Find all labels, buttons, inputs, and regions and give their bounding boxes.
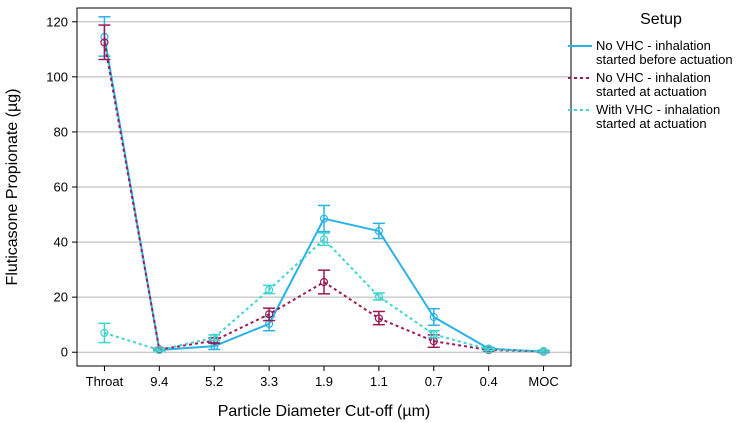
data-point <box>100 328 109 338</box>
y-tick-label: 0 <box>61 345 68 360</box>
series-2 <box>98 24 550 356</box>
x-tick-label: Throat <box>86 374 124 389</box>
data-point <box>429 312 438 322</box>
x-tick-label: 9.4 <box>150 374 168 389</box>
data-point <box>484 345 493 354</box>
data-point <box>210 333 219 342</box>
x-axis-label: Particle Diameter Cut-off (µm) <box>218 403 431 420</box>
series-line <box>103 36 544 353</box>
y-tick-label: 80 <box>54 124 68 139</box>
data-point <box>429 330 438 339</box>
data-point <box>265 310 274 319</box>
x-tick-label: 5.2 <box>205 374 223 389</box>
data-point <box>265 285 274 294</box>
legend-label: No VHC - inhalation <box>596 70 711 85</box>
data-point <box>539 347 548 356</box>
x-tick-label: 0.7 <box>425 374 443 389</box>
x-tick-label: 1.1 <box>370 374 388 389</box>
x-tick-label: MOC <box>528 374 558 389</box>
series-layer <box>98 16 550 356</box>
data-point <box>100 38 109 47</box>
legend-title: Setup <box>640 11 682 28</box>
x-tick-label: 1.9 <box>315 374 333 389</box>
y-tick-label: 120 <box>46 14 68 29</box>
x-axis-ticks: Throat 9.4 5.2 3.3 1.9 1.1 0.7 0.4 MOC <box>86 366 559 389</box>
series-line <box>104 238 544 353</box>
series-3 <box>98 232 550 356</box>
x-tick-label: 0.4 <box>480 374 498 389</box>
y-tick-label: 40 <box>54 235 68 250</box>
y-tick-label: 60 <box>54 180 68 195</box>
y-axis-label: Fluticasone Propionate (µg) <box>4 89 21 286</box>
series-line <box>103 42 544 353</box>
legend-label: With VHC - inhalation <box>596 102 720 117</box>
legend-label: started at actuation <box>596 116 707 131</box>
data-point <box>319 214 329 223</box>
data-point <box>374 314 383 323</box>
y-axis-ticks: 0 20 40 60 80 100 120 <box>46 14 77 360</box>
legend-label: No VHC - inhalation <box>596 38 711 53</box>
y-tick-label: 100 <box>46 69 68 84</box>
y-tick-label: 20 <box>54 290 68 305</box>
data-point <box>374 226 383 236</box>
data-point <box>319 277 329 287</box>
legend-label: started before actuation <box>596 52 733 67</box>
x-tick-label: 3.3 <box>260 374 278 389</box>
series-1 <box>98 16 550 356</box>
data-point <box>319 235 329 244</box>
data-point <box>374 292 383 301</box>
data-point <box>155 345 164 355</box>
legend-label: started at actuation <box>596 84 707 99</box>
